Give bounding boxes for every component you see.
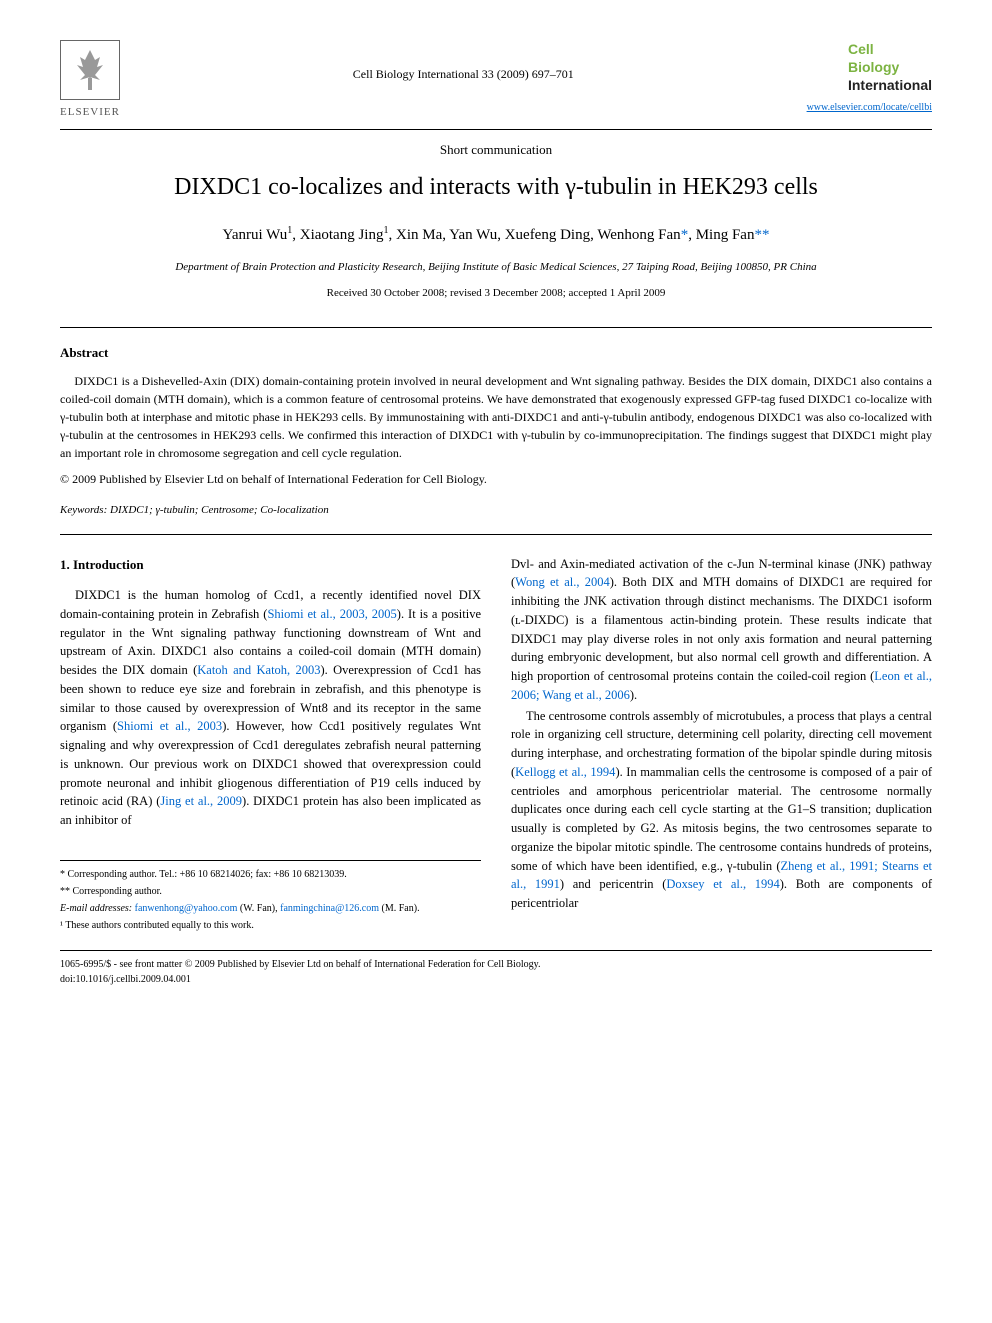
section-heading: 1. Introduction: [60, 555, 481, 575]
journal-reference: Cell Biology International 33 (2009) 697…: [120, 40, 807, 83]
email-link[interactable]: fanmingchina@126.com: [280, 903, 379, 914]
article-title: DIXDC1 co-localizes and interacts with γ…: [60, 169, 932, 205]
author-text: Yanrui Wu1, Xiaotang Jing1, Xin Ma, Yan …: [223, 227, 770, 243]
abstract-label: Abstract: [60, 343, 932, 363]
body-columns: 1. Introduction DIXDC1 is the human homo…: [60, 555, 932, 935]
divider-abstract-bottom: [60, 534, 932, 535]
footnote-corresponding-1: * Corresponding author. Tel.: +86 10 682…: [60, 867, 481, 882]
footnotes-block: * Corresponding author. Tel.: +86 10 682…: [60, 860, 481, 933]
citation-link[interactable]: Shiomi et al., 2003: [117, 719, 222, 733]
journal-name-line1: Cell: [848, 40, 932, 58]
journal-name-line3: International: [848, 76, 932, 94]
citation-link[interactable]: Wong et al., 2004: [515, 575, 610, 589]
footer-doi: doi:10.1016/j.cellbi.2009.04.001: [60, 972, 932, 987]
section-title: Introduction: [73, 557, 144, 572]
footnote-emails: E-mail addresses: fanwenhong@yahoo.com (…: [60, 901, 481, 916]
abstract-text: DIXDC1 is a Dishevelled-Axin (DIX) domai…: [60, 372, 932, 462]
journal-url-link[interactable]: www.elsevier.com/locate/cellbi: [807, 100, 932, 115]
keywords-label: Keywords:: [60, 504, 107, 516]
publisher-logo: ELSEVIER: [60, 40, 120, 121]
column-right: Dvl- and Axin-mediated activation of the…: [511, 555, 932, 935]
footnote-equal-contrib: ¹ These authors contributed equally to t…: [60, 918, 481, 933]
citation-link[interactable]: Jing et al., 2009: [160, 794, 242, 808]
keywords-line: Keywords: DIXDC1; γ-tubulin; Centrosome;…: [60, 502, 932, 519]
article-dates: Received 30 October 2008; revised 3 Dece…: [60, 285, 932, 302]
email-link[interactable]: fanwenhong@yahoo.com: [135, 903, 238, 914]
paragraph: The centrosome controls assembly of micr…: [511, 707, 932, 913]
citation-link[interactable]: Shiomi et al., 2003, 2005: [267, 607, 396, 621]
citation-link[interactable]: Katoh and Katoh, 2003: [197, 663, 320, 677]
citation-link[interactable]: Doxsey et al., 1994: [666, 877, 779, 891]
abstract-copyright: © 2009 Published by Elsevier Ltd on beha…: [60, 470, 932, 488]
section-number: 1.: [60, 557, 70, 572]
page-footer: 1065-6995/$ - see front matter © 2009 Pu…: [60, 950, 932, 987]
paragraph: Dvl- and Axin-mediated activation of the…: [511, 555, 932, 705]
citation-link[interactable]: Kellogg et al., 1994: [515, 765, 615, 779]
affiliation: Department of Brain Protection and Plast…: [60, 259, 932, 276]
keywords-text: DIXDC1; γ-tubulin; Centrosome; Co-locali…: [110, 504, 329, 516]
journal-name-line2: Biology: [848, 58, 932, 76]
article-type: Short communication: [60, 140, 932, 160]
divider-abstract-top: [60, 327, 932, 328]
publisher-name: ELSEVIER: [60, 104, 120, 121]
divider-top: [60, 129, 932, 130]
elsevier-tree-icon: [60, 40, 120, 100]
authors-line: Yanrui Wu1, Xiaotang Jing1, Xin Ma, Yan …: [60, 223, 932, 247]
footer-copyright: 1065-6995/$ - see front matter © 2009 Pu…: [60, 957, 932, 972]
journal-logo-block: Cell Biology International www.elsevier.…: [807, 40, 932, 115]
column-left: 1. Introduction DIXDC1 is the human homo…: [60, 555, 481, 935]
header-row: ELSEVIER Cell Biology International 33 (…: [60, 40, 932, 121]
paragraph: DIXDC1 is the human homolog of Ccd1, a r…: [60, 586, 481, 830]
footnote-corresponding-2: ** Corresponding author.: [60, 884, 481, 899]
journal-name-box: Cell Biology International: [848, 40, 932, 95]
